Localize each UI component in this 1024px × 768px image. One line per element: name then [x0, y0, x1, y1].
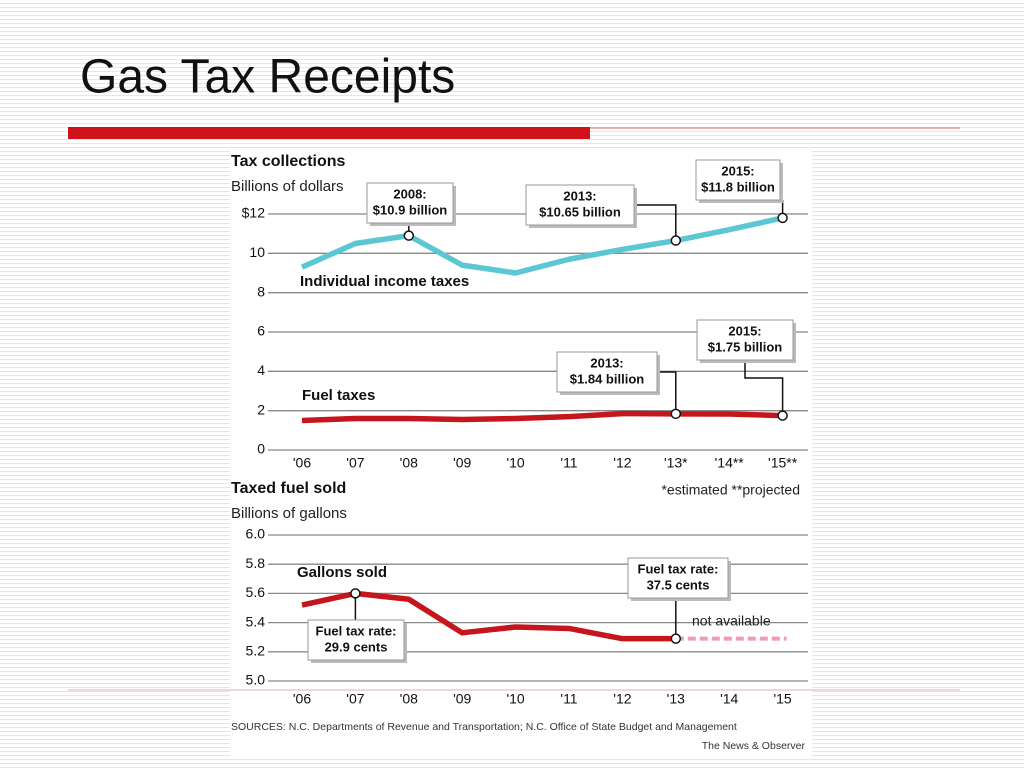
sources: SOURCES: N.C. Departments of Revenue and…: [231, 721, 737, 733]
y-tick-label: 2: [257, 401, 265, 417]
annotation-marker: [777, 410, 788, 421]
x-tick-label: '13: [667, 691, 685, 707]
y-tick-label: 6: [257, 323, 265, 339]
x-tick-label: '07: [346, 691, 364, 707]
y-tick-label: 6.0: [246, 526, 266, 542]
y-tick-label: 5.4: [246, 613, 266, 629]
x-tick-label: '10: [506, 691, 524, 707]
x-tick-label: '09: [453, 455, 471, 471]
y-tick-label: 5.6: [246, 584, 266, 600]
x-tick-label: '13*: [664, 455, 688, 471]
slide-title: Gas Tax Receipts: [80, 51, 455, 104]
x-tick-label: '14**: [715, 455, 745, 471]
annotation-text: 37.5 cents: [647, 577, 710, 592]
annotation-text: Fuel tax rate:: [638, 561, 719, 576]
series-label: Gallons sold: [297, 564, 387, 581]
x-tick-label: '08: [400, 691, 418, 707]
annotation-text: $10.9 billion: [373, 202, 447, 217]
annotation-text: $11.8 billion: [701, 179, 775, 194]
credit: The News & Observer: [702, 740, 806, 752]
annotation-box: [627, 557, 729, 599]
y-tick-label: 8: [257, 283, 265, 299]
x-tick-label: '07: [346, 455, 364, 471]
y-tick-label: $12: [242, 205, 266, 221]
y-tick-label: 4: [257, 362, 265, 378]
annotation-text: 2013:: [563, 188, 596, 203]
annotation-text: Fuel tax rate:: [316, 623, 397, 638]
annotation-text: 2015:: [721, 163, 754, 178]
series-label: Individual income taxes: [300, 273, 469, 290]
annotation-text: 2013:: [590, 355, 623, 370]
x-tick-label: '06: [293, 455, 311, 471]
series-label: Fuel taxes: [302, 387, 375, 404]
annotation-box: [366, 182, 454, 224]
x-tick-label: '11: [560, 455, 577, 471]
x-tick-label: '12: [613, 691, 631, 707]
y-tick-label: 5.2: [246, 643, 266, 659]
chart-title: Taxed fuel sold: [231, 480, 346, 497]
x-tick-label: '06: [293, 691, 311, 707]
chart-subtitle: Billions of gallons: [231, 505, 347, 522]
annotation-marker: [670, 235, 682, 246]
annotation-text: 2015:: [728, 323, 761, 338]
annotation-box: [556, 351, 658, 393]
annotation-text: 2008:: [393, 186, 426, 201]
chart-note: not available: [692, 613, 771, 629]
annotation-text: $1.75 billion: [708, 339, 782, 354]
x-tick-label: '08: [400, 455, 418, 471]
x-tick-label: '15**: [768, 455, 798, 471]
x-tick-label: '14: [720, 691, 738, 707]
y-tick-label: 5.8: [246, 555, 266, 571]
x-tick-label: '10: [506, 455, 524, 471]
series-line: [301, 410, 783, 424]
chart-panel: [230, 148, 812, 756]
series-line: [301, 590, 676, 642]
x-tick-label: '12: [613, 455, 631, 471]
annotation-box: [696, 319, 794, 361]
annotation-box: [307, 619, 405, 661]
series-line: [300, 215, 784, 276]
annotation-text: $10.65 billion: [539, 204, 621, 219]
annotation-leader: [657, 371, 677, 414]
annotation-marker: [403, 230, 415, 241]
annotation-marker: [670, 408, 682, 420]
y-tick-label: 5.0: [246, 672, 266, 688]
annotation-text: $1.84 billion: [570, 371, 644, 386]
y-tick-label: 10: [249, 244, 265, 260]
x-tick-label: '09: [453, 691, 471, 707]
annotation-box: [525, 184, 635, 226]
title-bar: [68, 127, 590, 139]
annotation-leader: [744, 360, 784, 416]
chart-subtitle: Billions of dollars: [231, 178, 344, 195]
annotation-marker: [670, 633, 682, 644]
annotation-text: 29.9 cents: [325, 639, 388, 654]
annotation-marker: [777, 212, 788, 224]
annotation-marker: [350, 588, 361, 599]
chart-note: *estimated **projected: [661, 482, 800, 498]
annotation-leader: [634, 204, 677, 241]
annotation-box: [695, 159, 781, 201]
y-tick-label: 0: [257, 441, 265, 457]
x-tick-label: '15: [773, 691, 791, 707]
x-tick-label: '11: [560, 691, 577, 707]
chart-title: Tax collections: [231, 153, 346, 170]
